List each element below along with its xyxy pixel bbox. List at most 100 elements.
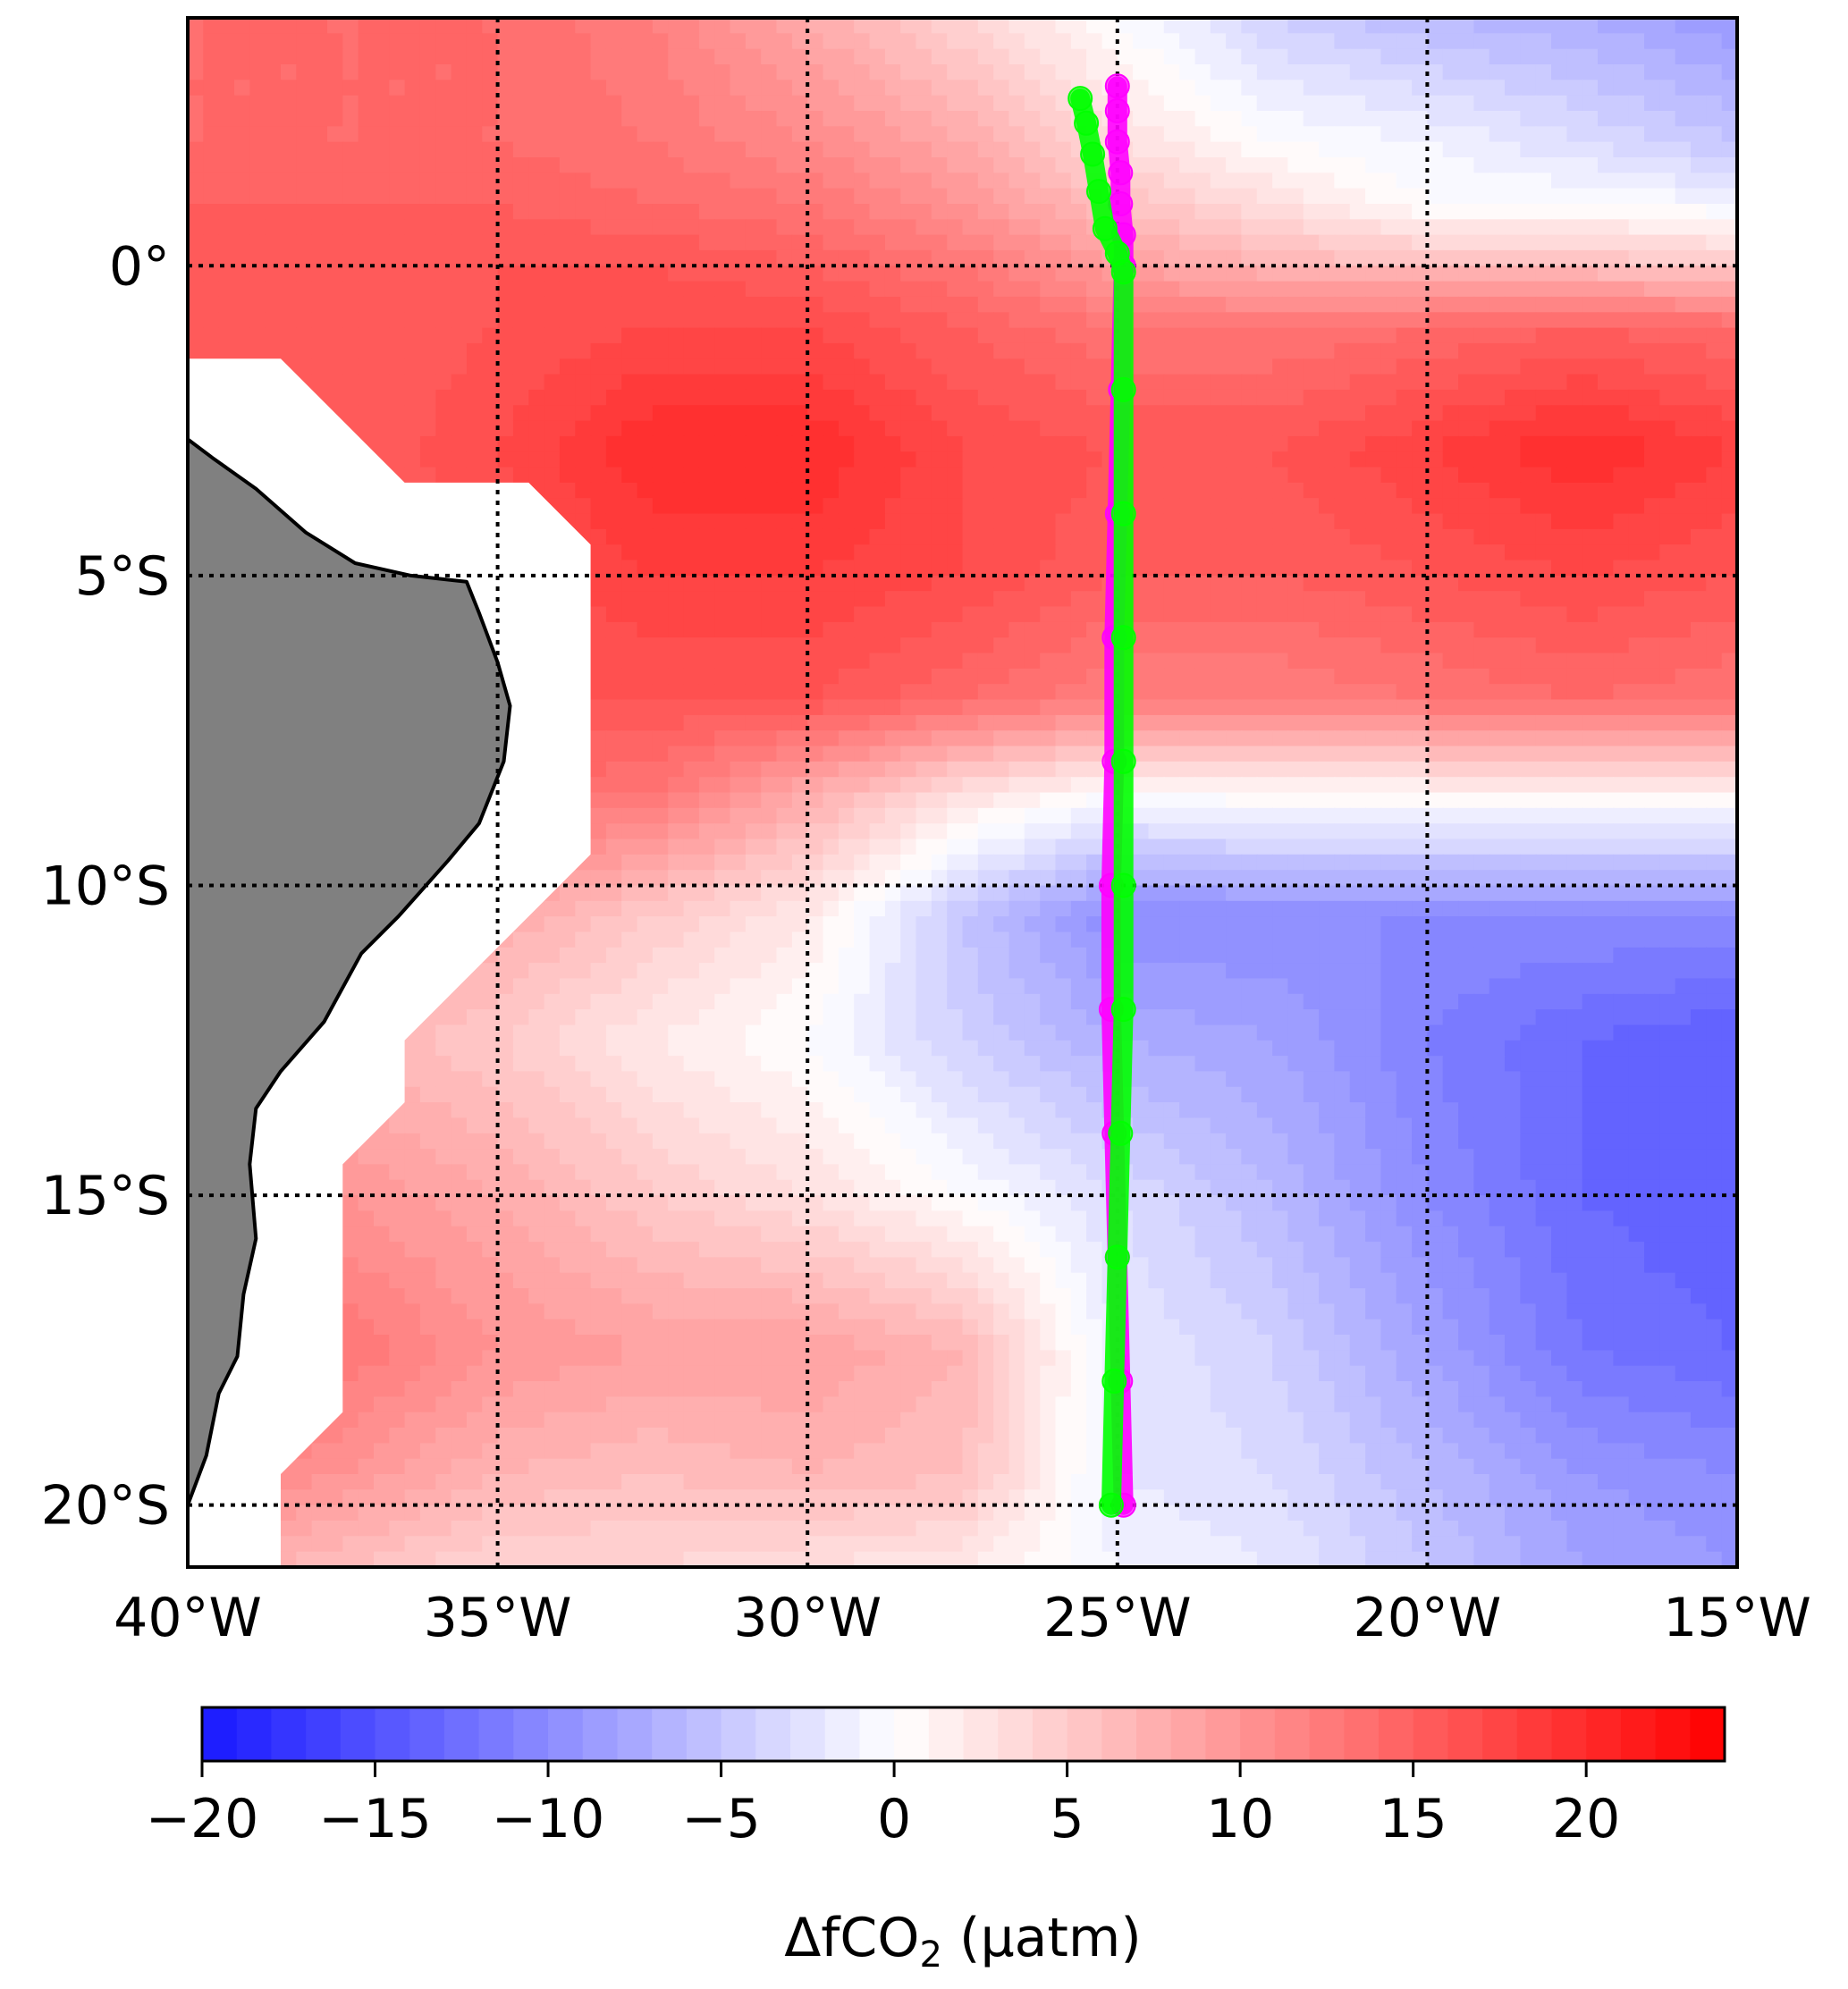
- field-cell: [900, 141, 917, 158]
- field-cell: [1303, 33, 1320, 50]
- field-cell: [1303, 18, 1320, 35]
- field-cell: [900, 281, 917, 298]
- field-cell: [1133, 467, 1150, 484]
- field-cell: [1349, 249, 1366, 266]
- field-cell: [1303, 281, 1320, 298]
- field-cell: [1256, 296, 1273, 313]
- field-cell: [977, 188, 994, 205]
- field-cell: [342, 173, 359, 190]
- field-cell: [1303, 451, 1320, 468]
- field-cell: [1380, 513, 1397, 530]
- field-cell: [1226, 342, 1243, 359]
- field-cell: [1659, 684, 1676, 701]
- field-cell: [1706, 699, 1723, 716]
- field-cell: [1551, 265, 1568, 282]
- field-cell: [389, 126, 406, 143]
- field-cell: [807, 173, 824, 190]
- field-cell: [358, 219, 375, 236]
- field-cell: [1396, 358, 1413, 375]
- field-cell: [1551, 591, 1568, 608]
- field-cell: [1489, 575, 1506, 592]
- field-cell: [1287, 435, 1304, 452]
- field-cell: [1272, 374, 1289, 391]
- field-cell: [854, 482, 871, 499]
- field-cell: [730, 111, 747, 128]
- field-cell: [1210, 95, 1227, 112]
- field-cell: [698, 498, 715, 515]
- field-cell: [544, 435, 561, 452]
- field-cell: [977, 730, 994, 747]
- field-cell: [296, 111, 313, 128]
- field-cell: [668, 730, 685, 747]
- field-cell: [993, 513, 1010, 530]
- field-cell: [1551, 204, 1568, 221]
- field-cell: [1163, 33, 1180, 50]
- field-cell: [683, 249, 700, 266]
- field-cell: [1505, 405, 1522, 422]
- field-cell: [621, 358, 638, 375]
- field-cell: [1721, 528, 1737, 545]
- field-cell: [838, 64, 855, 81]
- field-cell: [590, 653, 607, 670]
- field-cell: [544, 219, 561, 236]
- field-cell: [451, 234, 468, 251]
- field-cell: [683, 389, 700, 406]
- field-cell: [1319, 312, 1336, 329]
- field-cell: [1551, 80, 1568, 97]
- field-cell: [838, 111, 855, 128]
- field-cell: [962, 761, 979, 778]
- field-cell: [1008, 111, 1025, 128]
- field-cell: [374, 111, 391, 128]
- field-cell: [637, 141, 654, 158]
- field-cell: [1458, 637, 1475, 654]
- field-cell: [358, 405, 375, 422]
- field-cell: [869, 296, 886, 313]
- field-cell: [605, 173, 622, 190]
- field-cell: [962, 653, 979, 670]
- field-cell: [1055, 730, 1072, 747]
- field-cell: [1706, 405, 1723, 422]
- field-cell: [637, 528, 654, 545]
- field-cell: [962, 714, 979, 731]
- field-cell: [1194, 544, 1211, 561]
- field-cell: [1659, 761, 1676, 778]
- field-cell: [1505, 312, 1522, 329]
- field-cell: [1427, 435, 1444, 452]
- field-cell: [559, 358, 576, 375]
- field-cell: [730, 699, 747, 716]
- field-cell: [1055, 606, 1072, 623]
- field-cell: [1458, 684, 1475, 701]
- field-cell: [683, 653, 700, 670]
- field-cell: [1551, 33, 1568, 50]
- field-cell: [1133, 204, 1150, 221]
- field-cell: [1473, 219, 1490, 236]
- field-cell: [1520, 591, 1537, 608]
- field-cell: [1226, 157, 1243, 174]
- field-cell: [854, 234, 871, 251]
- field-cell: [1535, 467, 1552, 484]
- field-cell: [900, 714, 917, 731]
- field-cell: [281, 173, 298, 190]
- field-cell: [993, 126, 1010, 143]
- field-cell: [776, 575, 793, 592]
- field-cell: [590, 173, 607, 190]
- field-cell: [823, 234, 840, 251]
- field-cell: [993, 111, 1010, 128]
- field-cell: [389, 265, 406, 282]
- field-cell: [1659, 528, 1676, 545]
- field-cell: [559, 498, 576, 515]
- field-cell: [1613, 591, 1630, 608]
- field-cell: [652, 684, 669, 701]
- field-cell: [1380, 730, 1397, 747]
- field-cell: [1319, 327, 1336, 344]
- field-cell: [900, 451, 917, 468]
- field-cell: [1520, 482, 1537, 499]
- field-cell: [435, 358, 452, 375]
- field-cell: [1303, 528, 1320, 545]
- field-cell: [1272, 95, 1289, 112]
- field-cell: [761, 234, 778, 251]
- field-cell: [1226, 312, 1243, 329]
- field-cell: [311, 173, 328, 190]
- field-cell: [1040, 249, 1057, 266]
- field-cell: [730, 358, 747, 375]
